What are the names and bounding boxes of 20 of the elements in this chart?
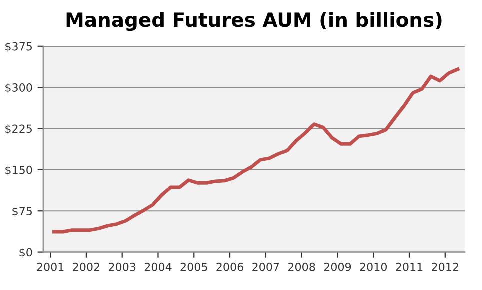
y-tick-label: $0	[20, 248, 32, 258]
x-tick-label: 2001	[37, 262, 64, 272]
x-tick-label: 2007	[252, 262, 280, 272]
x-tick-label: 2010	[360, 262, 387, 272]
x-tick-label: 2009	[324, 262, 352, 272]
x-tick-label: 2002	[73, 262, 100, 272]
y-tick-label: $150	[6, 166, 32, 176]
x-tick-label: 2008	[288, 262, 316, 272]
y-tick-label: $75	[12, 206, 32, 217]
line-series	[52, 68, 460, 234]
y-tick-label: $375	[6, 42, 32, 52]
y-tick-label: $225	[6, 124, 32, 135]
x-tick-label: 2004	[144, 262, 172, 272]
x-tick-label: 2006	[216, 262, 244, 272]
chart-title: Managed Futures AUM (in billions)	[66, 12, 442, 32]
y-tick-label: $300	[6, 83, 32, 94]
x-tick-label: 2011	[396, 262, 423, 272]
x-tick-label: 2003	[109, 262, 136, 272]
x-tick-label: 2012	[432, 262, 458, 272]
x-tick-label: 2005	[180, 262, 208, 272]
